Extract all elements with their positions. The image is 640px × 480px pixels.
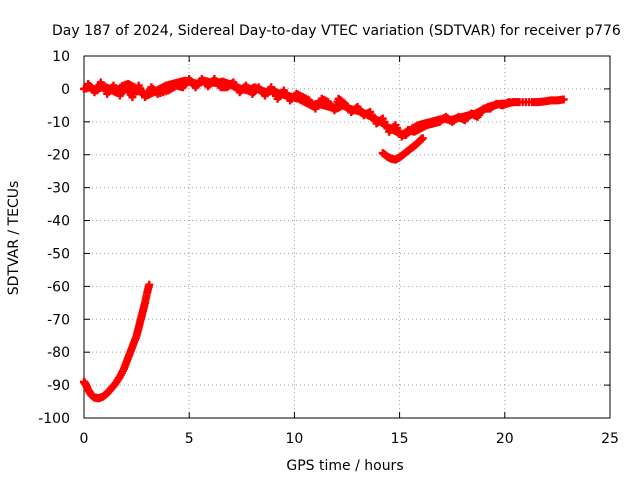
x-tick-label: 20 bbox=[496, 431, 514, 447]
plot-frame bbox=[83, 55, 611, 419]
x-tick-label: 0 bbox=[80, 431, 89, 447]
y-tick-label: -20 bbox=[47, 148, 70, 164]
series-1 bbox=[378, 134, 427, 164]
series-0 bbox=[80, 280, 154, 403]
y-tick-label: -10 bbox=[47, 115, 70, 131]
y-axis-ticks: 10 0 -10 -20 -30 -40 -50 -60 -70 -80 -90 -100 bbox=[38, 49, 610, 427]
y-tick-label: -90 bbox=[47, 378, 70, 394]
y-axis-label: SDTVAR / TECUs bbox=[6, 181, 22, 296]
x-axis-ticks: 0 5 10 15 20 25 bbox=[80, 56, 619, 447]
x-tick-label: 5 bbox=[185, 431, 194, 447]
y-tick-label: -40 bbox=[47, 214, 70, 230]
y-tick-label: -50 bbox=[47, 246, 70, 262]
data-points bbox=[80, 75, 568, 403]
y-tick-label: 0 bbox=[61, 82, 70, 98]
x-axis-label: GPS time / hours bbox=[286, 458, 403, 474]
data-point bbox=[418, 134, 427, 143]
data-point bbox=[145, 280, 154, 289]
data-point bbox=[559, 95, 568, 104]
y-tick-label: -80 bbox=[47, 345, 70, 361]
chart-title: Day 187 of 2024, Sidereal Day-to-day VTE… bbox=[52, 23, 621, 39]
y-tick-label: -60 bbox=[47, 279, 70, 295]
y-tick-label: 10 bbox=[52, 49, 70, 65]
x-tick-label: 15 bbox=[391, 431, 409, 447]
grid bbox=[84, 56, 610, 418]
series-3 bbox=[84, 75, 514, 141]
x-tick-label: 10 bbox=[285, 431, 303, 447]
data-point bbox=[505, 98, 514, 107]
y-tick-label: -100 bbox=[38, 411, 70, 427]
y-tick-label: -30 bbox=[47, 181, 70, 197]
x-tick-label: 25 bbox=[601, 431, 619, 447]
y-tick-label: -70 bbox=[47, 312, 70, 328]
